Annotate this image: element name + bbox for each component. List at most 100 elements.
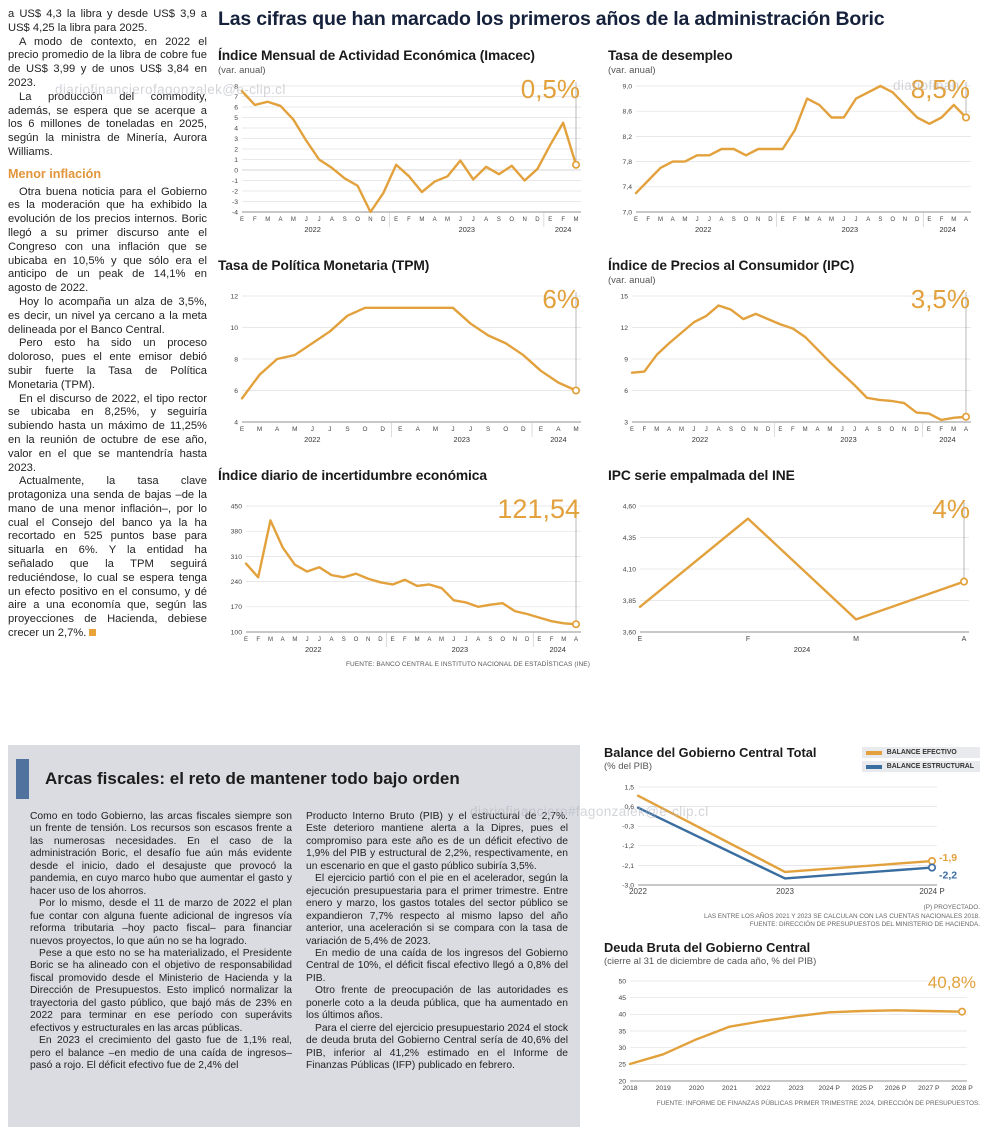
fiscal-paragraph: Para el cierre del ejercicio presupuesta… [306,1022,568,1072]
svg-text:S: S [486,426,490,433]
svg-text:J: J [318,637,321,643]
desempleo-line-chart: 9,08,68,27,87,47,0E F M A M J J A S O N D E F M A M J J A S O… [623,82,971,234]
chart-latest-value: 4% [932,494,970,524]
svg-text:J: J [841,427,844,433]
svg-text:-1,2: -1,2 [622,843,634,850]
svg-text:M: M [561,637,566,643]
svg-text:A: A [433,217,437,223]
chart-card-ipc-ine: IPC serie empalmada del INE 4% 4,60 4,35 4… [608,468,980,658]
svg-text:F: F [793,217,797,223]
svg-text:2022: 2022 [755,1085,770,1092]
svg-text:2023: 2023 [454,435,470,444]
svg-text:N: N [522,217,526,223]
svg-text:2027 P: 2027 P [918,1085,940,1092]
svg-text:-1,9: -1,9 [939,852,957,864]
svg-text:N: N [368,217,372,223]
svg-text:M: M [445,217,450,223]
svg-text:-0,3: -0,3 [622,824,634,831]
svg-text:M: M [951,427,956,433]
svg-text:D: D [380,426,385,433]
svg-text:D: D [521,426,526,433]
article-heading: Menor inflación [8,166,102,181]
chart-latest-value: 121,54 [497,494,580,524]
svg-text:M: M [951,217,956,223]
svg-text:M: M [268,637,273,643]
svg-text:S: S [488,637,492,643]
svg-text:2026 P: 2026 P [885,1085,907,1092]
svg-text:12: 12 [230,293,238,300]
svg-text:M: M [679,427,684,433]
article-end-marker-icon [89,629,97,637]
svg-text:E: E [927,427,931,433]
svg-text:7,0: 7,0 [623,209,633,216]
svg-text:S: S [878,217,882,223]
svg-text:2020: 2020 [689,1085,704,1092]
article-paragraph: Pero esto ha sido un proceso doloroso, p… [8,337,207,391]
svg-text:A: A [330,217,334,223]
svg-text:F: F [550,637,554,643]
svg-text:45: 45 [618,995,626,1002]
fiscal-paragraph: Otro frente de preocupación de las autor… [306,985,568,1022]
debt-source-note: FUENTE: INFORME DE FINANZAS PÚBLICAS PRI… [604,1100,980,1109]
note-method: LAS ENTRE LOS AÑOS 2021 Y 2023 SE CALCUL… [704,912,980,920]
chart-latest-value: 8,5% [910,74,970,104]
chart-latest-value: 40,8% [927,972,976,992]
svg-text:N: N [366,637,370,643]
svg-text:N: N [754,427,758,433]
svg-text:A: A [279,217,283,223]
svg-text:2024: 2024 [939,225,955,234]
legend-label: BALANCE ESTRUCTURAL [886,763,974,770]
svg-text:2024 P: 2024 P [818,1085,840,1092]
svg-text:E: E [398,426,402,433]
chart-subtitle [218,275,590,288]
chart-plot: 0,5% 8 7 6 5 4 3 2 1 0 -1 -2 -3 -4 E F M A M J J A S O N D E F M A M J… [218,74,590,238]
svg-text:240: 240 [231,579,243,586]
svg-text:S: S [732,217,736,223]
svg-text:1: 1 [234,157,238,164]
svg-text:6: 6 [624,388,628,395]
svg-text:25: 25 [618,1061,626,1068]
svg-text:2024: 2024 [549,645,565,654]
svg-text:S: S [877,427,881,433]
svg-text:M: M [415,637,420,643]
chart-title: Balance del Gobierno Central Total [604,745,817,760]
charts-source-note: FUENTE: BANCO CENTRAL E INSTITUTO NACION… [345,661,590,668]
svg-text:A: A [865,427,869,433]
svg-text:E: E [539,426,543,433]
svg-text:8: 8 [234,83,238,90]
svg-text:J: J [451,426,454,433]
article-paragraph: a US$ 4,3 la libra y desde US$ 3,9 a US$… [8,8,207,34]
chart-plot: 3,5% 15 12 9 6 3 E F M A M J J A S O N D E F M A M J J A S O N D E F M A… [608,284,980,448]
svg-text:J: J [318,217,321,223]
svg-text:F: F [253,217,257,223]
svg-text:N: N [756,217,760,223]
svg-text:2023: 2023 [776,887,794,896]
svg-text:30: 30 [618,1045,626,1052]
svg-text:-1: -1 [232,178,238,185]
svg-text:A: A [816,427,820,433]
fiscal-text-panel: Arcas fiscales: el reto de mantener todo… [8,745,580,1127]
svg-text:2022: 2022 [305,645,321,654]
svg-text:E: E [778,427,782,433]
svg-text:S: S [345,426,349,433]
svg-text:J: J [469,426,472,433]
svg-text:2022: 2022 [629,887,647,896]
svg-text:20: 20 [618,1078,626,1085]
svg-text:7,4: 7,4 [623,184,633,191]
svg-text:E: E [240,426,244,433]
note-source: FUENTE: DIRECCIÓN DE PRESUPUESTOS DEL MI… [749,921,980,928]
svg-text:J: J [306,637,309,643]
svg-text:-3,0: -3,0 [622,882,634,889]
svg-text:J: J [328,426,331,433]
fiscal-column-2: Producto Interno Bruto (PIB) y el estruc… [306,811,568,1073]
svg-text:M: M [803,427,808,433]
fiscal-paragraph: Producto Interno Bruto (PIB) y el estruc… [306,811,568,872]
svg-text:-2,1: -2,1 [622,863,634,870]
svg-text:D: D [914,427,919,433]
svg-text:F: F [940,217,944,223]
svg-text:-2,2: -2,2 [939,870,957,882]
svg-text:2024 P: 2024 P [919,887,944,896]
svg-text:F: F [403,637,407,643]
svg-text:8,2: 8,2 [623,134,633,141]
